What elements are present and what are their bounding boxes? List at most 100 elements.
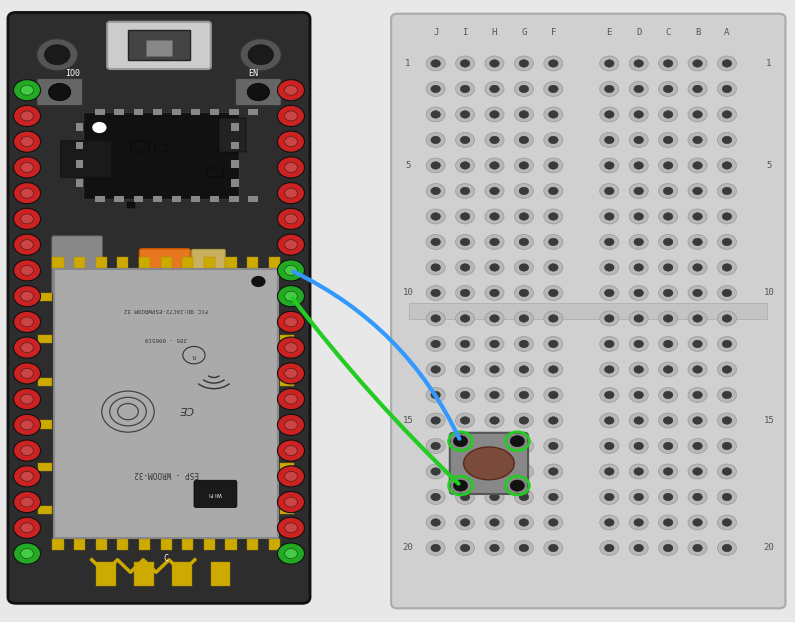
Circle shape — [519, 213, 529, 220]
Bar — [226, 258, 237, 269]
Circle shape — [277, 105, 304, 126]
Circle shape — [717, 234, 736, 249]
Circle shape — [490, 213, 499, 220]
Circle shape — [285, 111, 297, 121]
Circle shape — [431, 213, 440, 220]
Bar — [191, 196, 200, 202]
Text: G: G — [522, 28, 526, 37]
Circle shape — [692, 264, 702, 271]
Circle shape — [717, 107, 736, 122]
Circle shape — [717, 158, 736, 173]
Circle shape — [717, 388, 736, 402]
Circle shape — [519, 519, 529, 526]
Circle shape — [722, 391, 731, 399]
Circle shape — [599, 541, 619, 555]
Circle shape — [285, 85, 297, 95]
Circle shape — [14, 363, 41, 384]
Circle shape — [629, 541, 648, 555]
Circle shape — [722, 238, 731, 246]
Circle shape — [663, 60, 673, 67]
Circle shape — [14, 208, 41, 230]
Circle shape — [722, 493, 731, 501]
Bar — [114, 196, 124, 202]
Circle shape — [692, 519, 702, 526]
Circle shape — [426, 260, 445, 275]
Circle shape — [544, 362, 563, 377]
Circle shape — [722, 213, 731, 220]
Circle shape — [277, 363, 304, 384]
Bar — [226, 539, 237, 550]
Circle shape — [549, 238, 558, 246]
Bar — [248, 109, 258, 115]
Circle shape — [485, 541, 504, 555]
Circle shape — [688, 311, 707, 326]
Circle shape — [21, 343, 33, 353]
Circle shape — [431, 340, 440, 348]
Circle shape — [277, 440, 304, 461]
Circle shape — [658, 515, 677, 530]
Circle shape — [658, 107, 677, 122]
Text: R: R — [192, 353, 196, 358]
Circle shape — [658, 158, 677, 173]
Circle shape — [663, 213, 673, 220]
Circle shape — [514, 311, 533, 326]
Circle shape — [658, 490, 677, 504]
Bar — [95, 109, 105, 115]
Circle shape — [285, 471, 297, 481]
Circle shape — [722, 519, 731, 526]
Circle shape — [544, 490, 563, 504]
Circle shape — [519, 366, 529, 373]
Circle shape — [549, 289, 558, 297]
Circle shape — [599, 439, 619, 453]
Bar — [38, 506, 52, 514]
Circle shape — [514, 81, 533, 96]
Bar — [182, 258, 193, 269]
Circle shape — [426, 362, 445, 377]
Circle shape — [692, 111, 702, 118]
Circle shape — [14, 234, 41, 255]
Bar — [210, 109, 219, 115]
Bar — [280, 506, 294, 514]
Circle shape — [514, 260, 533, 275]
Circle shape — [549, 493, 558, 501]
Circle shape — [14, 80, 41, 101]
Circle shape — [431, 187, 440, 195]
Circle shape — [426, 464, 445, 479]
Circle shape — [722, 544, 731, 552]
Text: H: H — [492, 28, 497, 37]
Circle shape — [634, 340, 643, 348]
Circle shape — [604, 315, 614, 322]
Circle shape — [426, 439, 445, 453]
Text: C: C — [665, 28, 671, 37]
Circle shape — [21, 497, 33, 507]
Circle shape — [460, 111, 470, 118]
Circle shape — [717, 515, 736, 530]
Circle shape — [277, 208, 304, 230]
Bar — [38, 335, 52, 343]
Circle shape — [490, 136, 499, 144]
Circle shape — [485, 81, 504, 96]
Bar — [95, 539, 107, 550]
Circle shape — [549, 111, 558, 118]
Circle shape — [629, 515, 648, 530]
Circle shape — [490, 85, 499, 93]
Circle shape — [460, 315, 470, 322]
Circle shape — [426, 311, 445, 326]
Circle shape — [629, 388, 648, 402]
Circle shape — [277, 491, 304, 513]
Text: J: J — [433, 28, 438, 37]
Circle shape — [604, 85, 614, 93]
Circle shape — [519, 162, 529, 169]
Circle shape — [514, 209, 533, 224]
Circle shape — [634, 442, 643, 450]
Bar — [247, 539, 258, 550]
Circle shape — [48, 83, 71, 101]
Circle shape — [688, 260, 707, 275]
Circle shape — [519, 264, 529, 271]
Circle shape — [692, 136, 702, 144]
Circle shape — [431, 442, 440, 450]
Circle shape — [688, 285, 707, 300]
Circle shape — [629, 56, 648, 71]
Bar — [219, 118, 246, 152]
Circle shape — [629, 260, 648, 275]
